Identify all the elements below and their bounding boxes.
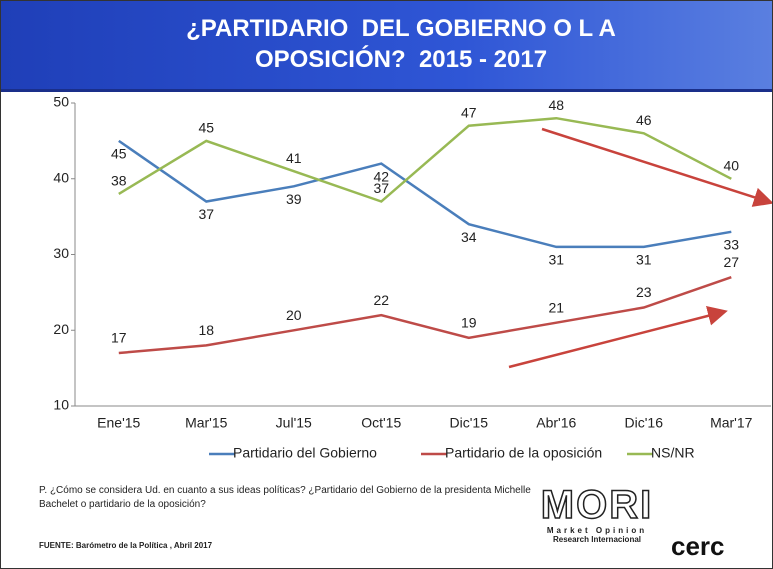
x-tick-label: Mar'15 [185, 415, 228, 431]
data-label: 33 [723, 236, 739, 252]
x-tick-label: Dic'15 [450, 415, 489, 431]
data-label: 48 [548, 97, 564, 113]
data-label: 20 [286, 307, 302, 323]
x-tick-label: Oct'15 [361, 415, 401, 431]
source-note: FUENTE: Barómetro de la Política , Abril… [39, 541, 212, 550]
data-label: 17 [111, 330, 127, 346]
data-label: 41 [286, 150, 302, 166]
data-label: 18 [198, 322, 214, 338]
question-note: P. ¿Cómo se considera Ud. en cuanto a su… [39, 484, 539, 512]
logo-mori: MORI Market Opinion Research Internacion… [537, 484, 657, 544]
y-tick-label: 40 [53, 169, 69, 185]
data-label: 23 [636, 284, 652, 300]
data-label: 22 [373, 292, 389, 308]
data-label: 34 [461, 229, 477, 245]
data-label: 40 [723, 157, 739, 173]
data-label: 31 [548, 252, 564, 268]
data-label: 45 [111, 146, 127, 162]
y-tick-label: 20 [53, 321, 69, 337]
y-tick-label: 50 [53, 94, 69, 110]
series-line [119, 141, 732, 247]
logo-text: Research Internacional [537, 535, 657, 544]
y-tick-label: 10 [53, 397, 69, 413]
x-tick-label: Mar'17 [710, 415, 753, 431]
x-tick-label: Jul'15 [276, 415, 312, 431]
data-label: 31 [636, 252, 652, 268]
trend-arrow [509, 312, 723, 367]
x-tick-label: Dic'16 [625, 415, 664, 431]
logo-text: MORI [537, 484, 657, 526]
data-label: 37 [373, 180, 389, 196]
data-label: 45 [198, 120, 214, 136]
data-label: 47 [461, 104, 477, 120]
data-label: 38 [111, 173, 127, 189]
logo-cerc: cerc [671, 531, 725, 562]
chart: 10 20 30 40 50 Ene'15 Mar'15 Jul'15 Oct'15 Dic'15… [1, 1, 772, 568]
x-tick-label: Ene'15 [97, 415, 140, 431]
legend-label: NS/NR [651, 445, 695, 461]
data-label: 27 [723, 254, 739, 270]
data-label: 19 [461, 315, 477, 331]
data-label: 39 [286, 191, 302, 207]
plot: 10 20 30 40 50 Ene'15 Mar'15 Jul'15 Oct'15 Dic'15… [53, 94, 771, 461]
x-tick-label: Abr'16 [536, 415, 576, 431]
logo-text: Market Opinion [537, 526, 657, 535]
page: ¿PARTIDARIO DEL GOBIERNO O L A OPOSICIÓN… [0, 0, 773, 569]
data-label: 46 [636, 112, 652, 128]
data-label: 37 [198, 206, 214, 222]
data-label: 21 [548, 299, 564, 315]
y-tick-label: 30 [53, 245, 69, 261]
legend-label: Partidario de la oposición [445, 445, 602, 461]
legend-label: Partidario del Gobierno [233, 445, 377, 461]
